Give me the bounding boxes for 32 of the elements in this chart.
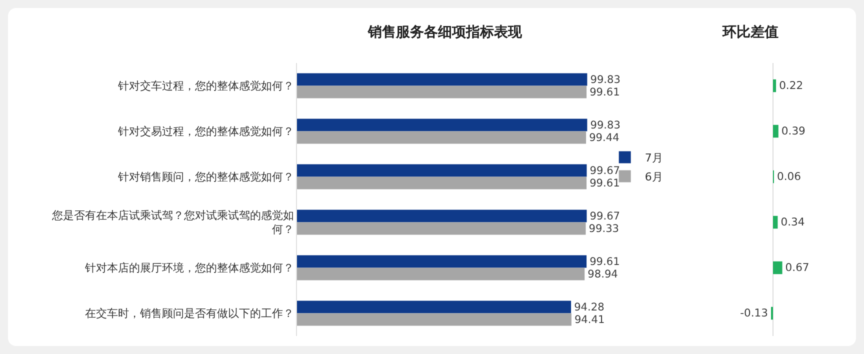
- data-label: 0.34: [780, 216, 805, 229]
- legend-label: 7月: [644, 152, 663, 165]
- data-label: 94.41: [574, 314, 605, 326]
- data-label: 99.61: [590, 86, 620, 98]
- data-label: 98.94: [588, 268, 618, 280]
- data-label: 99.83: [590, 119, 621, 132]
- data-label: 99.83: [590, 74, 621, 86]
- data-label: 99.61: [590, 177, 620, 190]
- bar: [773, 79, 776, 92]
- data-label: 99.67: [590, 164, 620, 177]
- data-label: 0.67: [785, 261, 810, 274]
- bar: [773, 216, 778, 229]
- data-label: 0.06: [777, 170, 802, 184]
- data-label: -0.13: [740, 306, 768, 320]
- legend-label: 6月: [644, 170, 663, 184]
- data-label: 99.44: [589, 132, 620, 144]
- y-tick-label: 针对本店的展厅环境，您的整体感觉如何？: [84, 262, 294, 275]
- bar: [773, 261, 782, 274]
- data-label: 99.67: [590, 210, 620, 222]
- y-tick-label: 您是否有在本店试乘试驾？您对试乘试驾的感觉如何？: [50, 208, 294, 236]
- data-label: 0.22: [779, 79, 804, 92]
- y-tick-label: 针对销售顾问，您的整体感觉如何？: [116, 170, 294, 184]
- data-label: 99.33: [588, 222, 620, 235]
- chart-title: 环比差值: [722, 24, 778, 41]
- y-tick-label: 在交车时，销售顾问是否有做以下的工作？: [84, 307, 294, 320]
- data-label: 0.39: [781, 124, 806, 138]
- y-tick-label: 针对交车过程，您的整体感觉如何？: [116, 80, 294, 93]
- chart-title: 销售服务各细项指标表现: [367, 24, 523, 41]
- data-label: 99.61: [590, 256, 620, 268]
- y-tick-label: 针对交易过程，您的整体感觉如何？: [116, 125, 294, 138]
- bar: [773, 124, 778, 138]
- data-label: 94.28: [574, 301, 604, 314]
